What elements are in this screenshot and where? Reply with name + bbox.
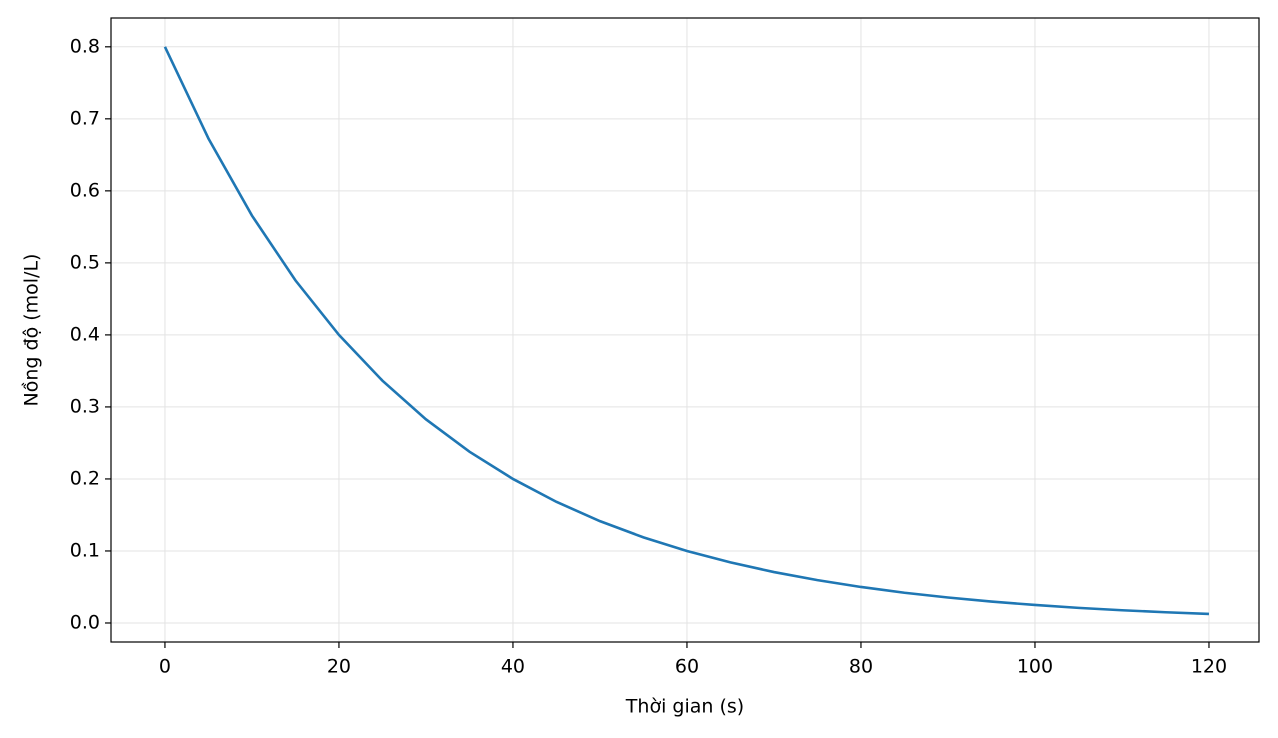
y-tick-label: 0.5 [70, 251, 100, 273]
x-tick-label: 80 [849, 656, 873, 678]
x-axis-label: Thời gian (s) [625, 696, 744, 718]
y-tick-label: 0.1 [70, 539, 100, 561]
y-tick-label: 0.3 [70, 395, 100, 417]
y-tick-label: 0.6 [70, 179, 100, 201]
x-tick-label: 40 [501, 656, 525, 678]
y-tick-label: 0.8 [70, 35, 100, 57]
x-tick-label: 60 [675, 656, 699, 678]
x-tick-label: 100 [1017, 656, 1053, 678]
plot-frame [110, 17, 1260, 643]
y-tick-label: 0.7 [70, 107, 100, 129]
line [163, 46, 1210, 616]
x-tick-label: 0 [159, 656, 171, 678]
y-tick-label: 0.4 [70, 323, 100, 345]
y-tick-label: 0.2 [70, 467, 100, 489]
x-tick-label: 120 [1191, 656, 1227, 678]
x-tick-label: 20 [327, 656, 351, 678]
y-tick-label: 0.0 [70, 611, 100, 633]
y-axis-label: Nồng độ (mol/L) [21, 254, 43, 407]
